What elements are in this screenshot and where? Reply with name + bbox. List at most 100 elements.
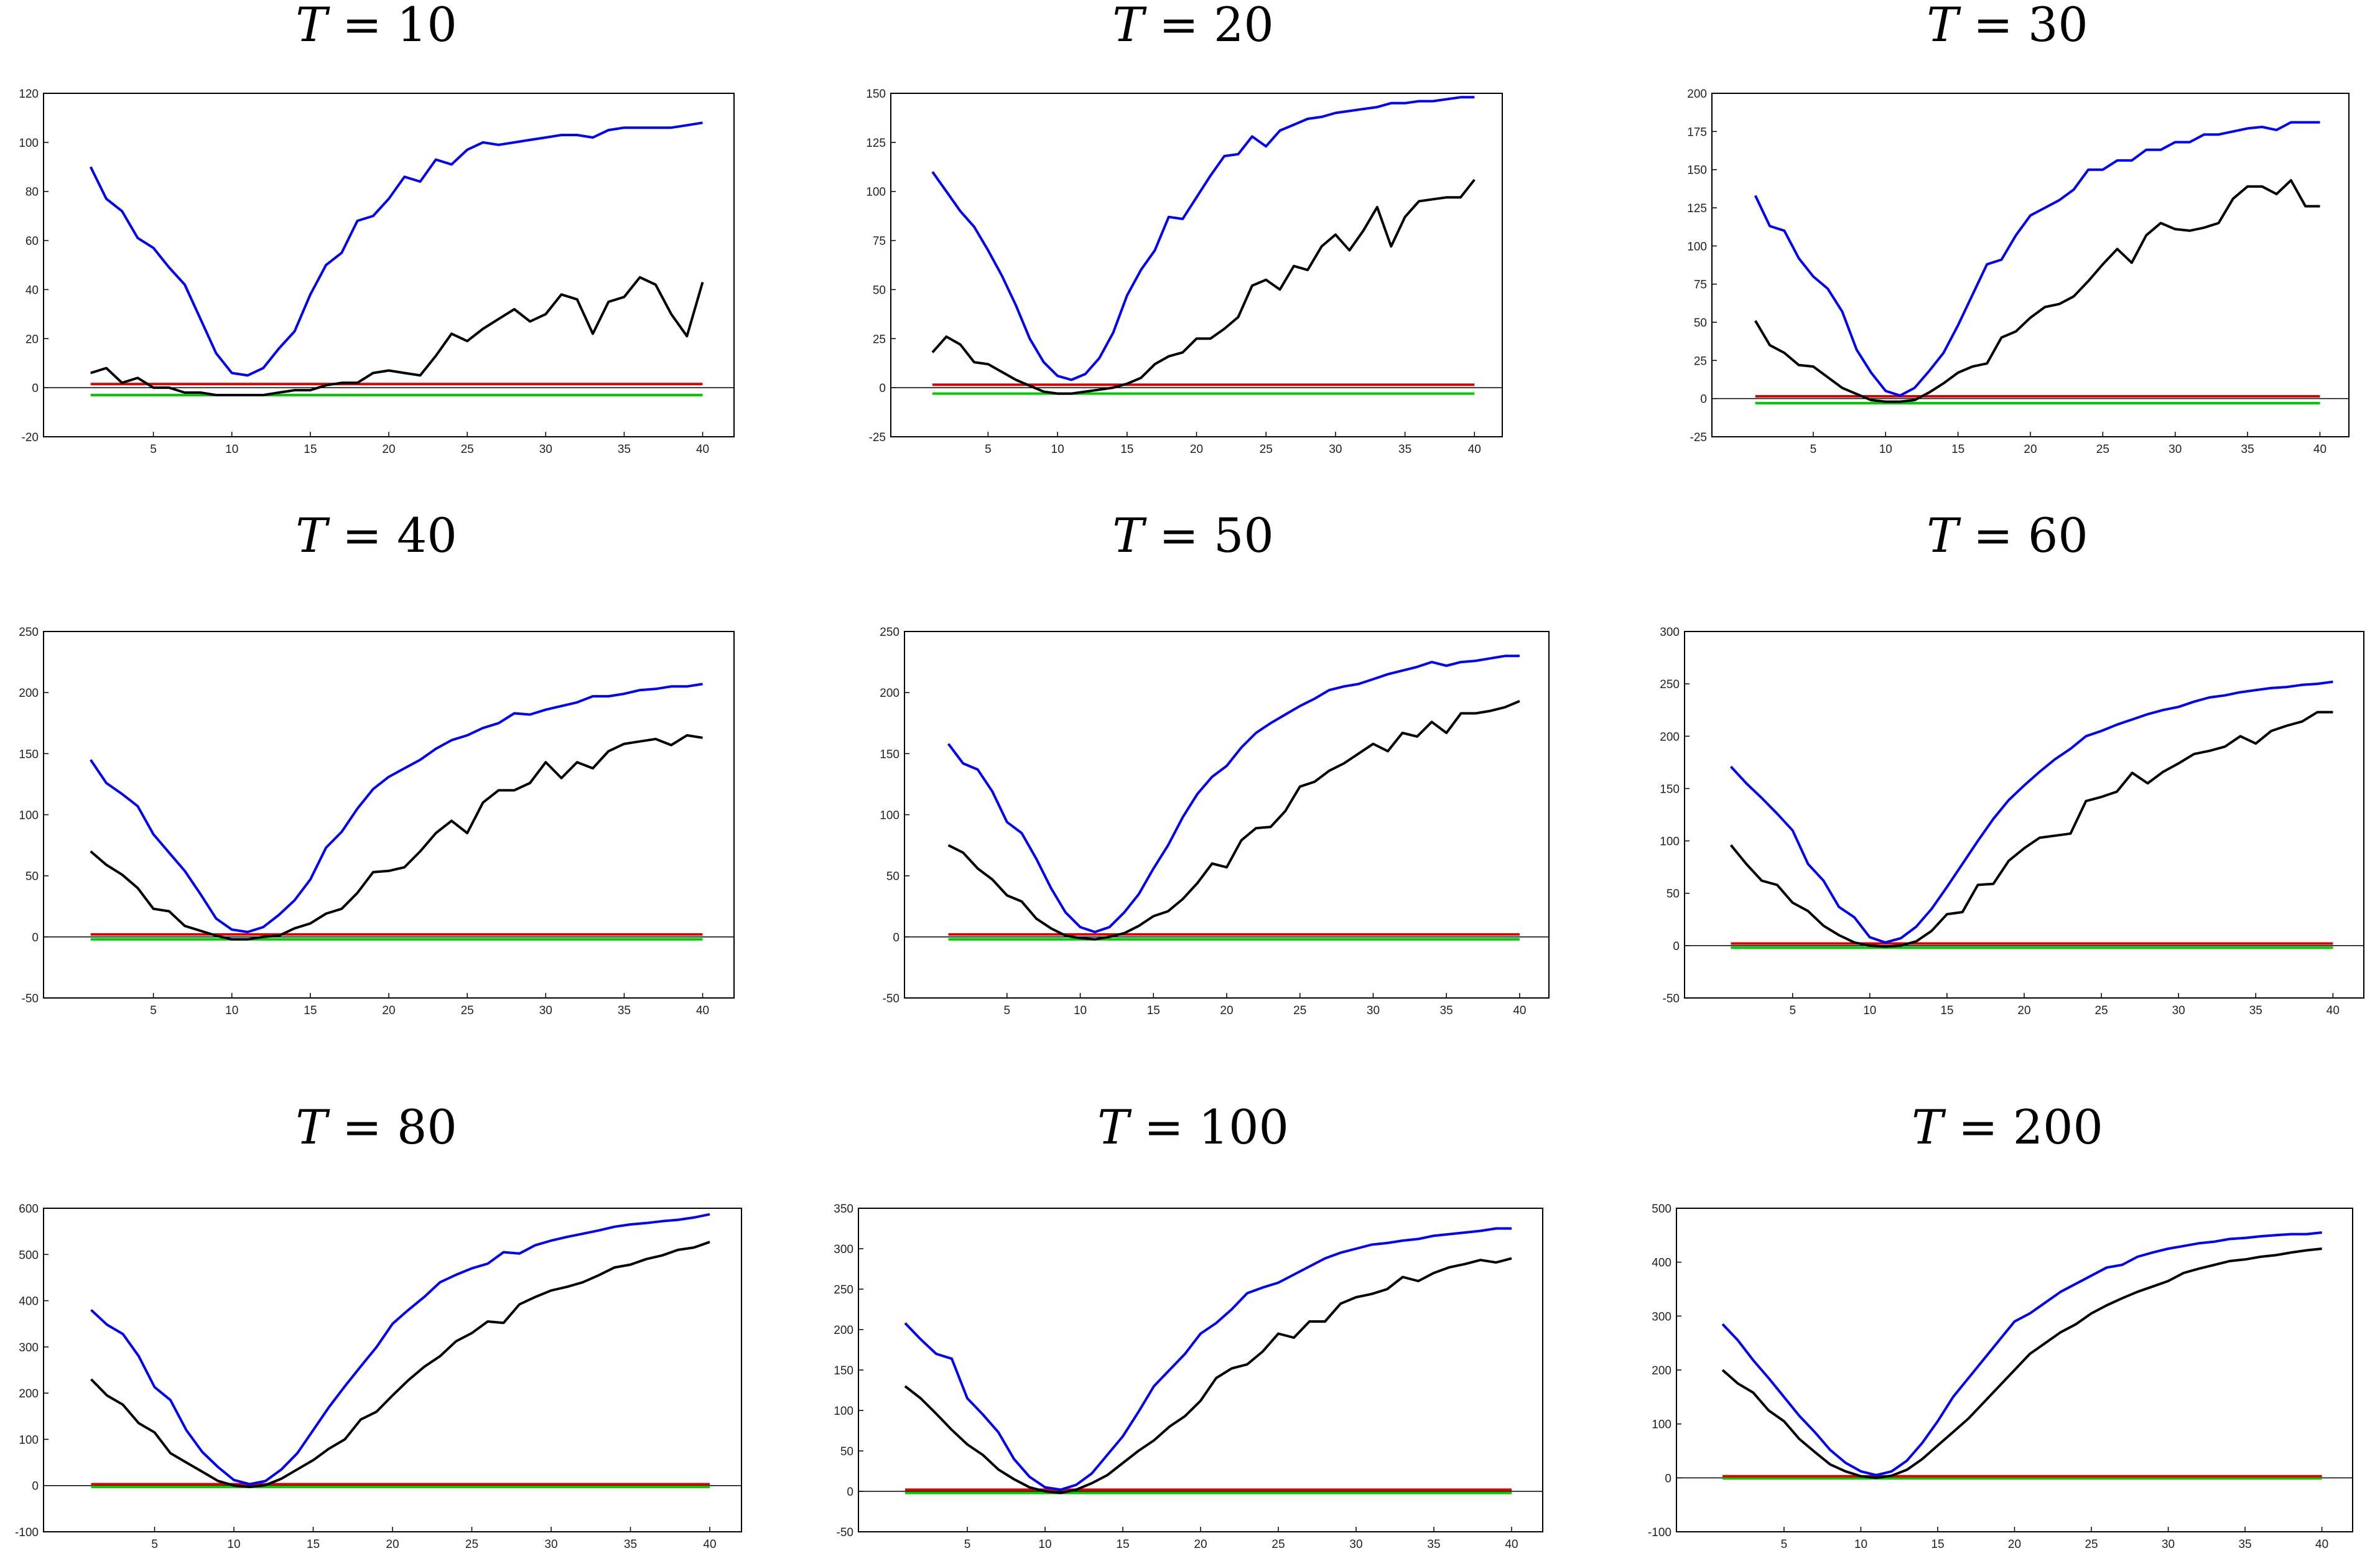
panel-title-value: = 40 xyxy=(327,508,457,563)
x-tick-label: 25 xyxy=(1260,443,1273,456)
y-tick-label: 250 xyxy=(880,626,899,639)
panel-title-value: = 100 xyxy=(1129,1099,1289,1155)
x-tick-label: 35 xyxy=(618,1004,631,1017)
x-tick-label: 15 xyxy=(1147,1004,1160,1017)
x-tick-label: 30 xyxy=(539,1004,552,1017)
x-tick-label: 15 xyxy=(1951,443,1964,456)
panel-5: T = 50 -50 0 50 100 150 200 250 5 10 15 20 25 30 35 40 xyxy=(880,508,1550,1017)
x-tick-label: 10 xyxy=(1854,1538,1867,1551)
panel-title-value: = 20 xyxy=(1144,0,1274,52)
y-tick-label: -100 xyxy=(1648,1526,1671,1539)
y-tick-label: 125 xyxy=(1687,202,1707,215)
x-tick-label: 40 xyxy=(696,443,709,456)
x-tick-label: 40 xyxy=(1513,1004,1526,1017)
x-tick-label: 35 xyxy=(1440,1004,1453,1017)
series-line-black xyxy=(1729,711,2333,948)
x-tick-label: 10 xyxy=(225,1004,238,1017)
series-line-blue xyxy=(1721,1231,2322,1476)
x-tick-label: 20 xyxy=(1220,1004,1233,1017)
y-tick-label: 300 xyxy=(19,1341,39,1354)
y-tick-label: 75 xyxy=(873,235,886,248)
y-tick-label: 150 xyxy=(19,748,39,761)
series-line-blue xyxy=(931,96,1475,381)
x-tick-label: 25 xyxy=(2095,1004,2108,1017)
panel-1: T = 10 -20 0 20 40 60 80 100 120 5 10 15 20 25 30 35 40 xyxy=(19,0,735,456)
x-tick-label: 10 xyxy=(227,1538,240,1551)
x-tick-label: 10 xyxy=(1074,1004,1087,1017)
y-tick-label: 300 xyxy=(834,1243,853,1256)
y-tick-label: 200 xyxy=(834,1324,853,1337)
y-tick-label: 50 xyxy=(1694,317,1707,330)
y-tick-label: 100 xyxy=(880,809,899,823)
x-tick-label: 15 xyxy=(1120,443,1133,456)
y-tick-label: 100 xyxy=(866,186,886,199)
x-tick-label: 15 xyxy=(307,1538,320,1551)
panel-title-variable: T xyxy=(1927,508,1961,563)
y-tick-label: -20 xyxy=(22,431,39,444)
x-tick-label: 20 xyxy=(2024,443,2037,456)
x-tick-label: 40 xyxy=(2315,1538,2328,1551)
x-tick-label: 25 xyxy=(461,443,474,456)
panel-8: T = 100 -50 0 50 100 150 200 250 300 350 5 10 15 20 25… xyxy=(834,1099,1543,1551)
y-tick-label: 60 xyxy=(26,235,39,248)
series-line-black xyxy=(90,1241,710,1488)
y-tick-label: -100 xyxy=(15,1526,39,1539)
series-line-blue xyxy=(947,655,1520,933)
x-tick-label: 10 xyxy=(1879,443,1892,456)
y-tick-label: 0 xyxy=(32,931,39,944)
y-tick-label: 0 xyxy=(1665,1472,1671,1485)
panel-title-variable: T xyxy=(1927,0,1961,52)
y-tick-label: 0 xyxy=(1700,393,1707,406)
panel-6: T = 60 -50 0 50 100 150 200 250 300 5 10 15 20 25 30 35… xyxy=(1660,508,2364,1017)
panel-title: T = 200 xyxy=(1912,1099,2103,1155)
plot-frame xyxy=(43,631,735,999)
y-tick-label: 400 xyxy=(1652,1257,1671,1270)
y-tick-label: 100 xyxy=(19,1433,39,1447)
x-tick-label: 30 xyxy=(1329,443,1342,456)
y-tick-label: 150 xyxy=(866,88,886,101)
x-tick-label: 30 xyxy=(1367,1004,1380,1017)
series-line-black xyxy=(1754,179,2320,403)
x-tick-label: 10 xyxy=(225,443,238,456)
panel-title-value: = 50 xyxy=(1144,508,1274,563)
y-tick-label: 150 xyxy=(1660,783,1680,796)
y-tick-label: 600 xyxy=(19,1203,39,1216)
y-tick-label: 0 xyxy=(32,1480,39,1493)
x-tick-label: 35 xyxy=(1398,443,1411,456)
y-tick-label: 50 xyxy=(886,870,899,883)
panel-9: T = 200 -100 0 100 200 300 400 500 5 10 15 20 25 30 35… xyxy=(1648,1099,2353,1551)
x-tick-label: 35 xyxy=(1427,1538,1440,1551)
y-tick-label: 150 xyxy=(834,1364,853,1377)
y-tick-label: 0 xyxy=(32,382,39,395)
panel-title: T = 20 xyxy=(1112,0,1273,52)
x-tick-label: 5 xyxy=(151,1538,158,1551)
y-tick-label: 100 xyxy=(834,1405,853,1418)
y-tick-label: 20 xyxy=(26,333,39,346)
x-tick-label: 15 xyxy=(304,1004,317,1017)
panel-title-variable: T xyxy=(295,508,330,563)
y-tick-label: 200 xyxy=(880,687,899,700)
series-line-blue xyxy=(1754,121,2320,397)
x-tick-label: 40 xyxy=(2327,1004,2340,1017)
panel-title: T = 60 xyxy=(1927,508,2088,563)
x-tick-label: 15 xyxy=(1940,1004,1953,1017)
y-tick-label: 80 xyxy=(26,186,39,199)
panel-2: T = 20 -25 0 25 50 75 100 125 150 5 10 15 20 25 30 35 40 xyxy=(866,0,1503,456)
x-tick-label: 20 xyxy=(1194,1538,1207,1551)
series-line-black xyxy=(1721,1247,2322,1480)
x-tick-label: 10 xyxy=(1051,443,1064,456)
panel-title-variable: T xyxy=(1112,0,1147,52)
panel-title-value: = 200 xyxy=(1943,1099,2103,1155)
series-line-black xyxy=(931,179,1476,395)
x-tick-label: 20 xyxy=(2017,1004,2030,1017)
y-tick-label: -50 xyxy=(883,992,899,1005)
x-tick-label: 25 xyxy=(461,1004,474,1017)
x-tick-label: 25 xyxy=(1293,1004,1306,1017)
x-tick-label: 35 xyxy=(624,1538,637,1551)
x-tick-label: 15 xyxy=(1116,1538,1129,1551)
x-tick-label: 5 xyxy=(964,1538,971,1551)
x-tick-label: 5 xyxy=(1789,1004,1796,1017)
y-tick-label: 200 xyxy=(19,687,39,700)
x-tick-label: 35 xyxy=(2238,1538,2251,1551)
panel-title-value: = 30 xyxy=(1958,0,2088,52)
